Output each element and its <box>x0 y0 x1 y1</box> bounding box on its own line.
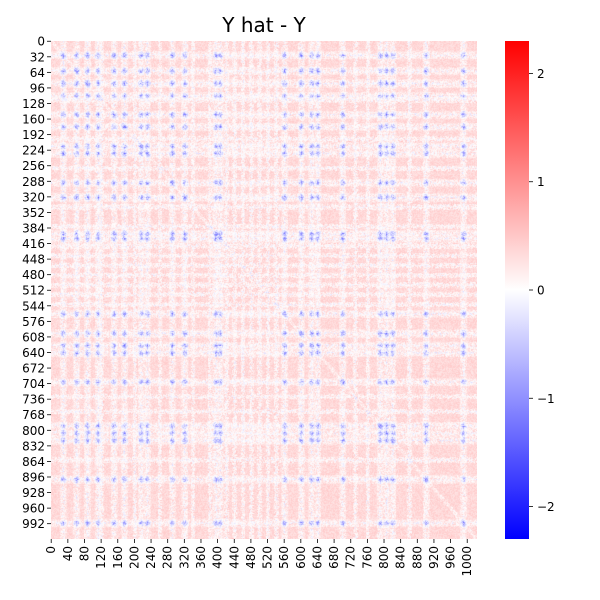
y-tick-label: 736 <box>22 393 45 407</box>
chart-title: Y hat - Y <box>221 13 306 37</box>
x-tick-label: 200 <box>127 546 141 569</box>
colorbar-gradient <box>505 41 529 539</box>
x-tick-label: 760 <box>360 546 374 569</box>
y-tick-label: 832 <box>22 439 45 453</box>
y-tick-label: 96 <box>30 81 45 95</box>
x-tick-label: 880 <box>410 546 424 569</box>
x-tick-label: 600 <box>294 546 308 569</box>
x-tick-label: 440 <box>227 546 241 569</box>
y-tick-label: 352 <box>22 206 45 220</box>
x-tick-label: 160 <box>111 546 125 569</box>
x-tick-label: 400 <box>211 546 225 569</box>
x-tick-label: 560 <box>277 546 291 569</box>
y-tick-label: 64 <box>30 66 45 80</box>
y-tick-label: 192 <box>22 128 45 142</box>
y-tick-label: 576 <box>22 315 45 329</box>
x-tick-label: 960 <box>444 546 458 569</box>
y-tick-label: 864 <box>22 455 45 469</box>
x-tick-label: 1000 <box>460 546 474 577</box>
y-axis-ticks: 0326496128160192224256288320352384416448… <box>22 35 51 531</box>
x-tick-label: 40 <box>61 546 75 561</box>
x-tick-label: 80 <box>77 546 91 561</box>
x-tick-label: 320 <box>177 546 191 569</box>
y-tick-label: 128 <box>22 97 45 111</box>
y-tick-label: 704 <box>22 377 45 391</box>
colorbar-tick-label: −2 <box>537 500 555 514</box>
y-tick-label: 640 <box>22 346 45 360</box>
y-tick-label: 992 <box>22 517 45 531</box>
x-tick-label: 480 <box>244 546 258 569</box>
x-tick-label: 720 <box>344 546 358 569</box>
y-tick-label: 448 <box>22 253 45 267</box>
y-tick-label: 288 <box>22 175 45 189</box>
colorbar-ticks: −2 −1 0 1 2 <box>529 67 555 514</box>
y-tick-label: 256 <box>22 159 45 173</box>
y-tick-label: 480 <box>22 268 45 282</box>
colorbar: −2 −1 0 1 2 <box>505 41 555 539</box>
x-axis-ticks: 0 40 80 120 160 200 240 280 320 360 400 440 480 520 56… <box>44 539 474 577</box>
y-tick-label: 416 <box>22 237 45 251</box>
y-tick-label: 960 <box>22 502 45 516</box>
heatmap-cells <box>51 41 477 539</box>
y-tick-label: 928 <box>22 486 45 500</box>
x-tick-label: 280 <box>161 546 175 569</box>
heatmap-plot-area <box>51 41 477 539</box>
y-tick-label: 0 <box>37 35 45 49</box>
x-tick-label: 920 <box>427 546 441 569</box>
y-tick-label: 512 <box>22 284 45 298</box>
x-tick-label: 800 <box>377 546 391 569</box>
colorbar-tick-label: 2 <box>537 67 545 81</box>
colorbar-tick-label: 0 <box>537 284 545 298</box>
y-tick-label: 160 <box>22 113 45 127</box>
x-tick-label: 680 <box>327 546 341 569</box>
y-tick-label: 672 <box>22 362 45 376</box>
y-tick-label: 896 <box>22 470 45 484</box>
y-tick-label: 224 <box>22 144 45 158</box>
y-tick-label: 768 <box>22 408 45 422</box>
x-tick-label: 0 <box>44 546 58 554</box>
y-tick-label: 384 <box>22 221 45 235</box>
colorbar-tick-label: 1 <box>537 175 545 189</box>
colorbar-tick-label: −1 <box>537 392 555 406</box>
y-tick-label: 320 <box>22 190 45 204</box>
x-tick-label: 360 <box>194 546 208 569</box>
y-tick-label: 800 <box>22 424 45 438</box>
x-tick-label: 120 <box>94 546 108 569</box>
x-tick-label: 640 <box>310 546 324 569</box>
x-tick-label: 520 <box>261 546 275 569</box>
y-tick-label: 544 <box>22 299 45 313</box>
y-tick-label: 608 <box>22 330 45 344</box>
x-tick-label: 240 <box>144 546 158 569</box>
x-tick-label: 840 <box>394 546 408 569</box>
y-tick-label: 32 <box>30 50 45 64</box>
